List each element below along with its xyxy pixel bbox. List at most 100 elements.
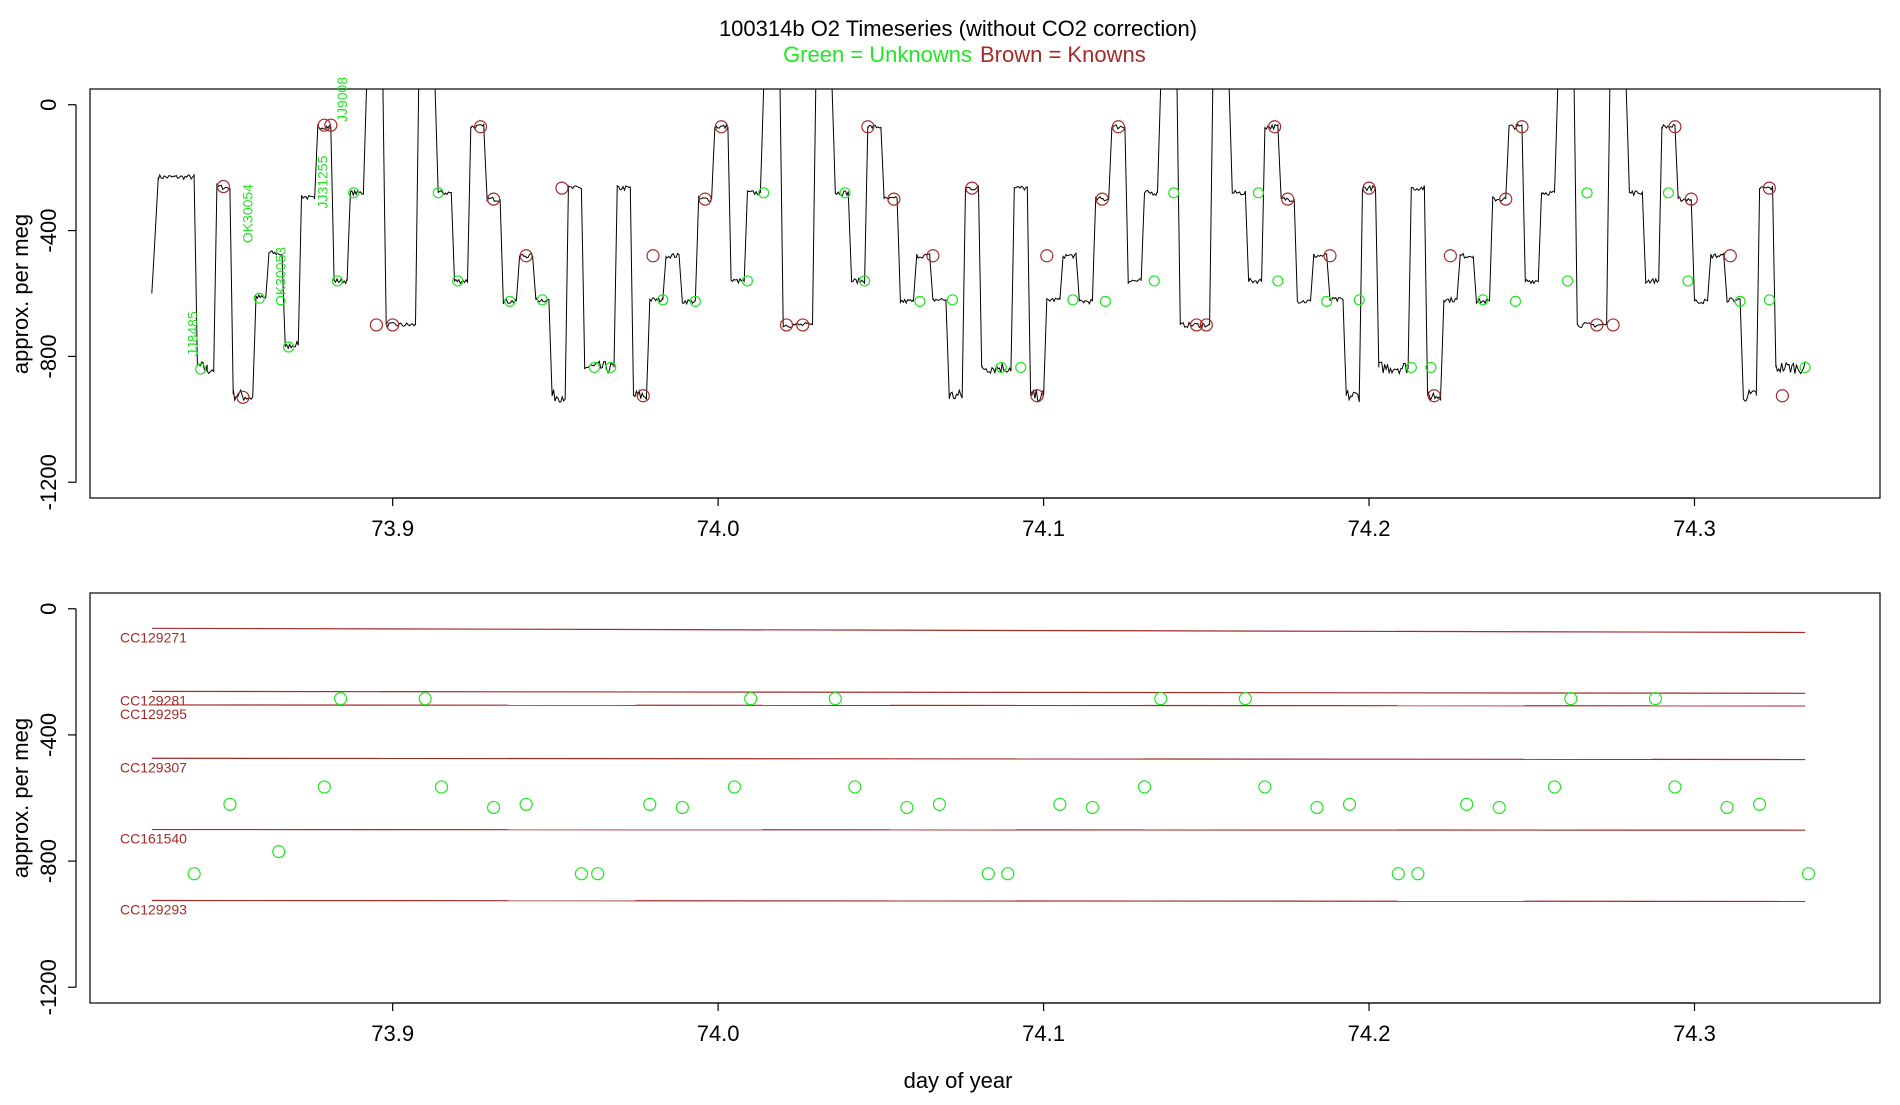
known-point xyxy=(1762,181,1776,195)
known-point xyxy=(1684,192,1698,206)
reference-line xyxy=(151,899,1806,903)
known-point xyxy=(1499,192,1513,206)
known-point xyxy=(1030,389,1044,403)
unknown-point xyxy=(1238,692,1252,706)
reference-label: CC129295 xyxy=(120,706,187,722)
unknown-point xyxy=(828,692,842,706)
unknown-point xyxy=(1662,187,1675,199)
x-tick-label: 74.1 xyxy=(1022,516,1065,541)
known-point xyxy=(1668,120,1682,134)
unknown-point xyxy=(1099,295,1112,307)
y-tick-label: -800 xyxy=(36,334,61,378)
unknown-point xyxy=(848,780,862,794)
known-point xyxy=(965,181,979,195)
unknown-point xyxy=(1509,295,1522,307)
unknown-point xyxy=(727,780,742,794)
known-point xyxy=(779,318,794,332)
known-point xyxy=(698,192,712,206)
unknown-point xyxy=(1342,797,1357,811)
unknown-point xyxy=(1425,361,1437,374)
reference-label: CC129271 xyxy=(120,629,187,645)
unknown-point xyxy=(434,780,449,794)
known-point xyxy=(1362,181,1376,195)
unknown-point xyxy=(452,275,464,287)
unknown-point xyxy=(331,275,343,287)
unknown-point xyxy=(1682,275,1694,287)
unknown-point xyxy=(605,361,617,374)
unknown-point xyxy=(1085,800,1100,815)
known-point xyxy=(473,120,488,134)
unknown-point xyxy=(1492,800,1506,815)
y-tick-label: -1200 xyxy=(36,454,61,510)
known-point xyxy=(1443,249,1458,263)
unknown-point xyxy=(1460,797,1474,811)
unknown-point xyxy=(418,692,432,706)
legend-unknowns: Green = Unknowns xyxy=(783,42,972,67)
unknown-point xyxy=(858,275,871,287)
known-point xyxy=(1323,249,1337,263)
reference-label: CC129307 xyxy=(120,759,187,775)
unknown-point xyxy=(1252,187,1264,199)
unknown-point xyxy=(504,295,516,307)
unknown-point xyxy=(1411,867,1425,881)
known-point xyxy=(236,390,250,404)
x-tick-label: 74.0 xyxy=(697,516,740,541)
unknown-point xyxy=(1801,867,1816,881)
unknown-point xyxy=(914,295,926,307)
unknown-point xyxy=(1734,295,1746,307)
x-tick-label: 74.1 xyxy=(1022,1021,1065,1046)
unknown-point xyxy=(1001,867,1015,881)
x-axis-label: day of year xyxy=(904,1068,1013,1093)
known-point xyxy=(1515,120,1529,134)
y-tick-label: -400 xyxy=(36,209,61,253)
known-point xyxy=(1590,318,1604,332)
known-point xyxy=(519,249,533,263)
sample-label: JJ8485 xyxy=(184,311,200,356)
unknown-point xyxy=(1561,275,1574,287)
unknown-point xyxy=(657,294,669,306)
unknown-point xyxy=(1581,187,1593,199)
x-tick-label: 74.2 xyxy=(1348,1021,1391,1046)
known-point xyxy=(486,192,501,206)
unknown-point xyxy=(1547,780,1562,794)
unknown-point xyxy=(741,275,754,287)
unknown-point xyxy=(591,867,605,881)
unknown-point xyxy=(1648,692,1663,706)
unknown-point xyxy=(519,797,533,811)
chart-title: 100314b O2 Timeseries (without CO2 corre… xyxy=(719,16,1197,41)
unknown-point xyxy=(272,845,286,859)
reference-label: CC129293 xyxy=(120,902,187,918)
known-point xyxy=(1723,249,1737,263)
known-point xyxy=(796,318,810,332)
unknown-point xyxy=(1154,692,1168,706)
known-point xyxy=(216,179,231,194)
unknown-point xyxy=(1321,295,1333,307)
unknown-point xyxy=(1477,294,1489,306)
unknown-point xyxy=(486,800,501,815)
unknown-point xyxy=(282,341,295,353)
known-point xyxy=(324,118,338,132)
unknown-point xyxy=(643,797,657,811)
unknown-point xyxy=(946,294,959,306)
unknown-point xyxy=(995,361,1007,374)
y-tick-label: 0 xyxy=(36,99,61,111)
unknown-point xyxy=(1564,692,1578,706)
known-point xyxy=(369,318,383,332)
unknown-point xyxy=(253,292,265,304)
plot-frame xyxy=(89,592,1881,1004)
known-point xyxy=(1268,120,1282,134)
known-point xyxy=(1775,389,1789,403)
unknown-point xyxy=(981,867,995,881)
unknown-point xyxy=(1015,361,1027,374)
x-tick-label: 73.9 xyxy=(371,1021,414,1046)
x-tick-label: 74.0 xyxy=(697,1021,740,1046)
unknown-point xyxy=(1720,800,1734,815)
unknown-point xyxy=(1053,797,1067,811)
reference-line xyxy=(151,757,1806,761)
unknown-point xyxy=(432,187,444,199)
unknown-point xyxy=(758,187,770,199)
sample-label: OK30054 xyxy=(240,184,256,243)
unknown-point xyxy=(744,692,758,706)
unknown-point xyxy=(1799,361,1811,374)
known-point xyxy=(646,249,660,263)
